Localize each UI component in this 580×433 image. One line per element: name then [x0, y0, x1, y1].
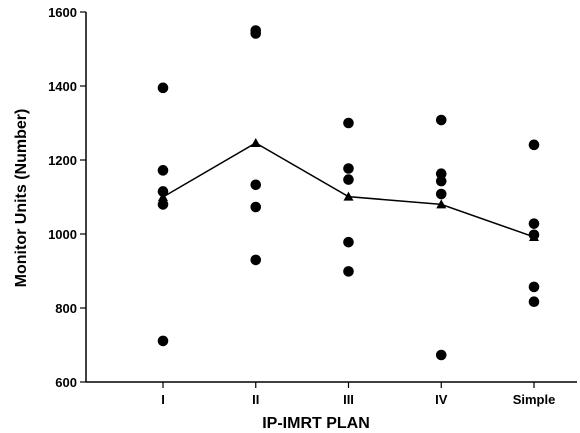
data-point	[157, 335, 169, 347]
y-axis-title: Monitor Units (Number)	[13, 109, 30, 288]
data-point	[250, 201, 262, 213]
data-point	[528, 281, 540, 293]
x-axis-title: IP-IMRT PLAN	[262, 415, 370, 432]
mean-marker	[529, 231, 539, 241]
x-tick-label: I	[161, 392, 165, 407]
data-point	[250, 28, 262, 39]
data-point	[343, 163, 354, 174]
data-point	[435, 188, 447, 200]
data-point	[343, 117, 354, 129]
data-point	[250, 179, 262, 191]
y-tick-label: 1400	[48, 79, 77, 94]
data-point	[157, 186, 169, 197]
y-tick-label: 800	[55, 301, 77, 316]
data-point	[343, 236, 354, 248]
mean-line	[162, 142, 535, 238]
x-tick-label: Simple	[513, 392, 556, 407]
y-tick-label: 1000	[48, 227, 77, 242]
data-point	[435, 349, 447, 361]
data-point	[435, 114, 447, 126]
data-point	[343, 174, 354, 185]
mean-marker	[250, 137, 261, 147]
data-point	[528, 296, 540, 308]
x-tick-label: IV	[435, 392, 448, 407]
data-point	[528, 139, 540, 151]
mean-marker	[436, 199, 447, 209]
y-tick-label: 600	[55, 375, 77, 390]
data-point	[343, 266, 354, 277]
y-tick-label: 1200	[48, 153, 77, 168]
x-tick-label: III	[343, 392, 354, 407]
data-point	[435, 175, 447, 187]
data-point	[250, 254, 262, 266]
data-point	[435, 168, 447, 179]
data-point	[157, 165, 169, 176]
mean-marker	[158, 192, 168, 201]
y-tick-label: 1600	[48, 5, 77, 20]
data-point	[528, 218, 540, 229]
data-point	[157, 82, 169, 94]
data-point	[157, 199, 169, 210]
mean-marker	[343, 191, 354, 201]
x-tick-label: II	[252, 392, 259, 407]
